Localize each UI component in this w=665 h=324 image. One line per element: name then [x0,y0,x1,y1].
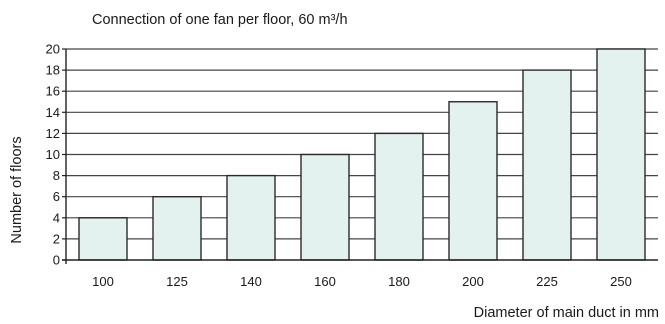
x-tick-label: 200 [462,274,484,289]
y-tick-label: 20 [46,42,60,57]
bar-160 [300,153,350,261]
y-axis-label: Number of floors [9,136,25,243]
x-tick-label: 250 [610,274,632,289]
y-tick-label: 16 [46,84,60,99]
chart-title: Connection of one fan per floor, 60 m³/h [92,12,348,28]
x-tick-label: 180 [388,274,410,289]
y-tick-label: 8 [53,168,60,183]
y-tick-label: 10 [46,147,60,162]
x-tick-label: 140 [240,274,262,289]
bar-140 [226,174,276,261]
x-tick-label: 225 [536,274,558,289]
x-tick-label: 100 [92,274,114,289]
bar-180 [374,132,424,261]
bar-250 [596,48,646,261]
y-tick-label: 6 [53,189,60,204]
x-tick-labels: 100 125 140 160 180 200 225 250 [92,274,632,289]
x-axis-label: Diameter of main duct in mm [474,305,659,321]
bar-125 [152,195,202,261]
y-tick-label: 14 [46,105,60,120]
y-tick-label: 4 [53,210,60,225]
y-tick-label: 0 [53,253,60,268]
x-tick-label: 160 [314,274,336,289]
bar-225 [522,69,572,261]
axes [62,48,658,264]
y-tick-labels: 0 2 4 6 8 10 12 14 16 18 20 [46,42,60,268]
y-tick-label: 2 [53,231,60,246]
bar-200 [448,101,498,261]
y-tick-label: 12 [46,126,60,141]
y-tick-label: 18 [46,63,60,78]
x-tick-label: 125 [166,274,188,289]
bar-100 [78,217,128,261]
